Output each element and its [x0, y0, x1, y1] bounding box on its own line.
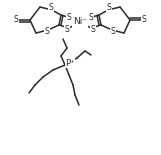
Text: S: S	[49, 4, 53, 13]
Text: S: S	[45, 27, 49, 36]
Text: S: S	[142, 15, 146, 24]
Text: S: S	[14, 15, 18, 24]
Text: S: S	[111, 27, 115, 36]
Text: S: S	[67, 13, 71, 22]
Text: S: S	[89, 13, 93, 22]
Text: S: S	[91, 24, 95, 33]
Text: Ni⁻: Ni⁻	[73, 18, 87, 27]
Text: S: S	[107, 4, 111, 13]
Text: S: S	[65, 24, 69, 33]
Text: P⁺: P⁺	[65, 58, 75, 67]
